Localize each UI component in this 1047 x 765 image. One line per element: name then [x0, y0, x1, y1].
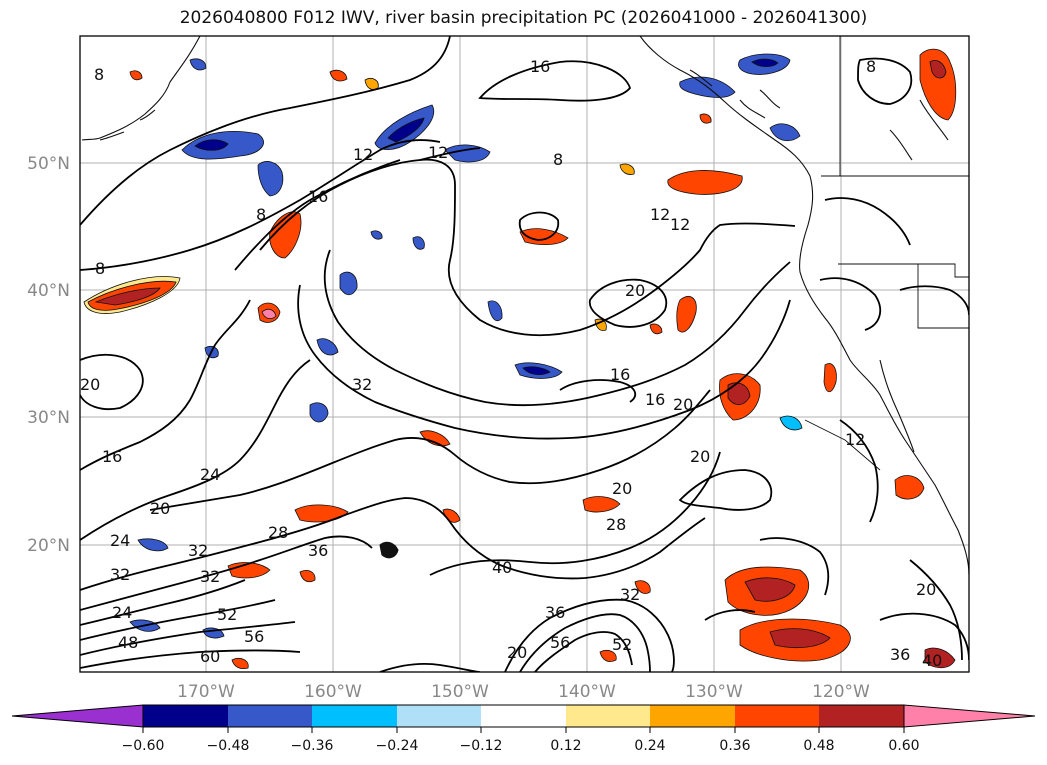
- iwv-contours: [80, 36, 969, 672]
- map-frame: [79, 35, 970, 673]
- svg-text:12: 12: [353, 145, 373, 164]
- svg-text:36: 36: [308, 541, 328, 560]
- colorbar-tick-label: 0.24: [634, 738, 665, 754]
- svg-text:52: 52: [612, 635, 632, 654]
- colorbar-tick-label: −0.48: [207, 738, 250, 754]
- svg-text:28: 28: [268, 523, 288, 542]
- colorbar-bin: [143, 705, 228, 727]
- lon-label-130w: 130°W: [685, 682, 743, 702]
- svg-text:16: 16: [102, 447, 122, 466]
- svg-text:40: 40: [922, 651, 942, 670]
- lat-label-30n: 30°N: [27, 408, 70, 428]
- svg-text:16: 16: [530, 57, 550, 76]
- svg-text:24: 24: [110, 531, 130, 550]
- svg-text:48: 48: [118, 633, 138, 652]
- svg-text:32: 32: [110, 565, 130, 584]
- svg-text:20: 20: [150, 499, 170, 518]
- longitude-labels: 170°W 160°W 150°W 140°W 130°W 120°W: [177, 682, 870, 702]
- svg-text:56: 56: [550, 633, 570, 652]
- svg-text:12: 12: [670, 215, 690, 234]
- colorbar: −0.60 −0.48 −0.36 −0.24 −0.12 0.12 0.24 …: [11, 704, 1036, 754]
- svg-text:12: 12: [428, 143, 448, 162]
- svg-text:56: 56: [244, 627, 264, 646]
- lon-label-140w: 140°W: [558, 682, 616, 702]
- colorbar-bin: [735, 705, 819, 727]
- colorbar-tick-label: −0.24: [376, 738, 419, 754]
- map-title: 2026040800 F012 IWV, river basin precipi…: [179, 8, 868, 28]
- map-plot: 8 16 12 12 8 16 8 12 12 20 16 16 20 20 2…: [80, 36, 969, 672]
- svg-text:8: 8: [866, 57, 876, 76]
- lat-label-50n: 50°N: [27, 154, 70, 174]
- svg-text:16: 16: [308, 187, 328, 206]
- svg-text:28: 28: [606, 515, 626, 534]
- svg-text:16: 16: [645, 390, 665, 409]
- colorbar-tick-label: 0.60: [888, 738, 919, 754]
- svg-text:20: 20: [690, 447, 710, 466]
- colorbar-bin: [312, 705, 397, 727]
- svg-text:36: 36: [545, 603, 565, 622]
- colorbar-bin: [397, 705, 481, 727]
- lon-label-150w: 150°W: [431, 682, 489, 702]
- svg-text:20: 20: [612, 479, 632, 498]
- latitude-labels: 50°N 40°N 30°N 20°N: [27, 154, 70, 556]
- svg-text:36: 36: [890, 645, 910, 664]
- svg-text:8: 8: [95, 259, 105, 278]
- colorbar-bin: [819, 705, 904, 727]
- colorbar-bin: [566, 705, 650, 727]
- lon-label-170w: 170°W: [177, 682, 235, 702]
- colorbar-bin: [650, 705, 735, 727]
- colorbar-bin: [228, 705, 312, 727]
- svg-text:20: 20: [80, 375, 100, 394]
- svg-text:32: 32: [352, 375, 372, 394]
- lat-label-20n: 20°N: [27, 536, 70, 556]
- coastlines: [81, 36, 969, 576]
- colorbar-min-extend: [11, 704, 144, 728]
- contour-labels: 8 16 12 12 8 16 8 12 12 20 16 16 20 20 2…: [80, 57, 942, 670]
- svg-text:32: 32: [200, 567, 220, 586]
- svg-text:52: 52: [217, 605, 237, 624]
- colorbar-bin: [481, 705, 566, 727]
- colorbar-max-extend: [903, 704, 1036, 728]
- lat-label-40n: 40°N: [27, 281, 70, 301]
- svg-text:8: 8: [94, 65, 104, 84]
- svg-text:8: 8: [553, 150, 563, 169]
- colorbar-tick-label: 0.12: [550, 738, 581, 754]
- colorbar-tick-label: −0.36: [291, 738, 334, 754]
- positive-anomaly-patches: [83, 48, 957, 669]
- svg-text:32: 32: [188, 541, 208, 560]
- colorbar-tick-label: −0.60: [122, 738, 165, 754]
- colorbar-tick-label: −0.12: [460, 738, 503, 754]
- svg-text:60: 60: [200, 647, 220, 666]
- lon-label-120w: 120°W: [812, 682, 870, 702]
- svg-text:24: 24: [112, 603, 132, 622]
- svg-text:40: 40: [492, 558, 512, 577]
- svg-text:12: 12: [845, 430, 865, 449]
- svg-text:32: 32: [620, 585, 640, 604]
- political-borders: [804, 36, 969, 471]
- svg-text:20: 20: [625, 281, 645, 300]
- negative-anomaly-patches: [129, 53, 803, 639]
- svg-text:20: 20: [507, 643, 527, 662]
- colorbar-tick-label: 0.36: [719, 738, 750, 754]
- svg-text:8: 8: [256, 205, 266, 224]
- svg-text:24: 24: [200, 465, 220, 484]
- svg-text:20: 20: [916, 580, 936, 599]
- colorbar-tick-label: 0.48: [803, 738, 834, 754]
- svg-text:20: 20: [673, 395, 693, 414]
- svg-text:12: 12: [650, 205, 670, 224]
- svg-text:16: 16: [610, 365, 630, 384]
- lon-label-160w: 160°W: [304, 682, 362, 702]
